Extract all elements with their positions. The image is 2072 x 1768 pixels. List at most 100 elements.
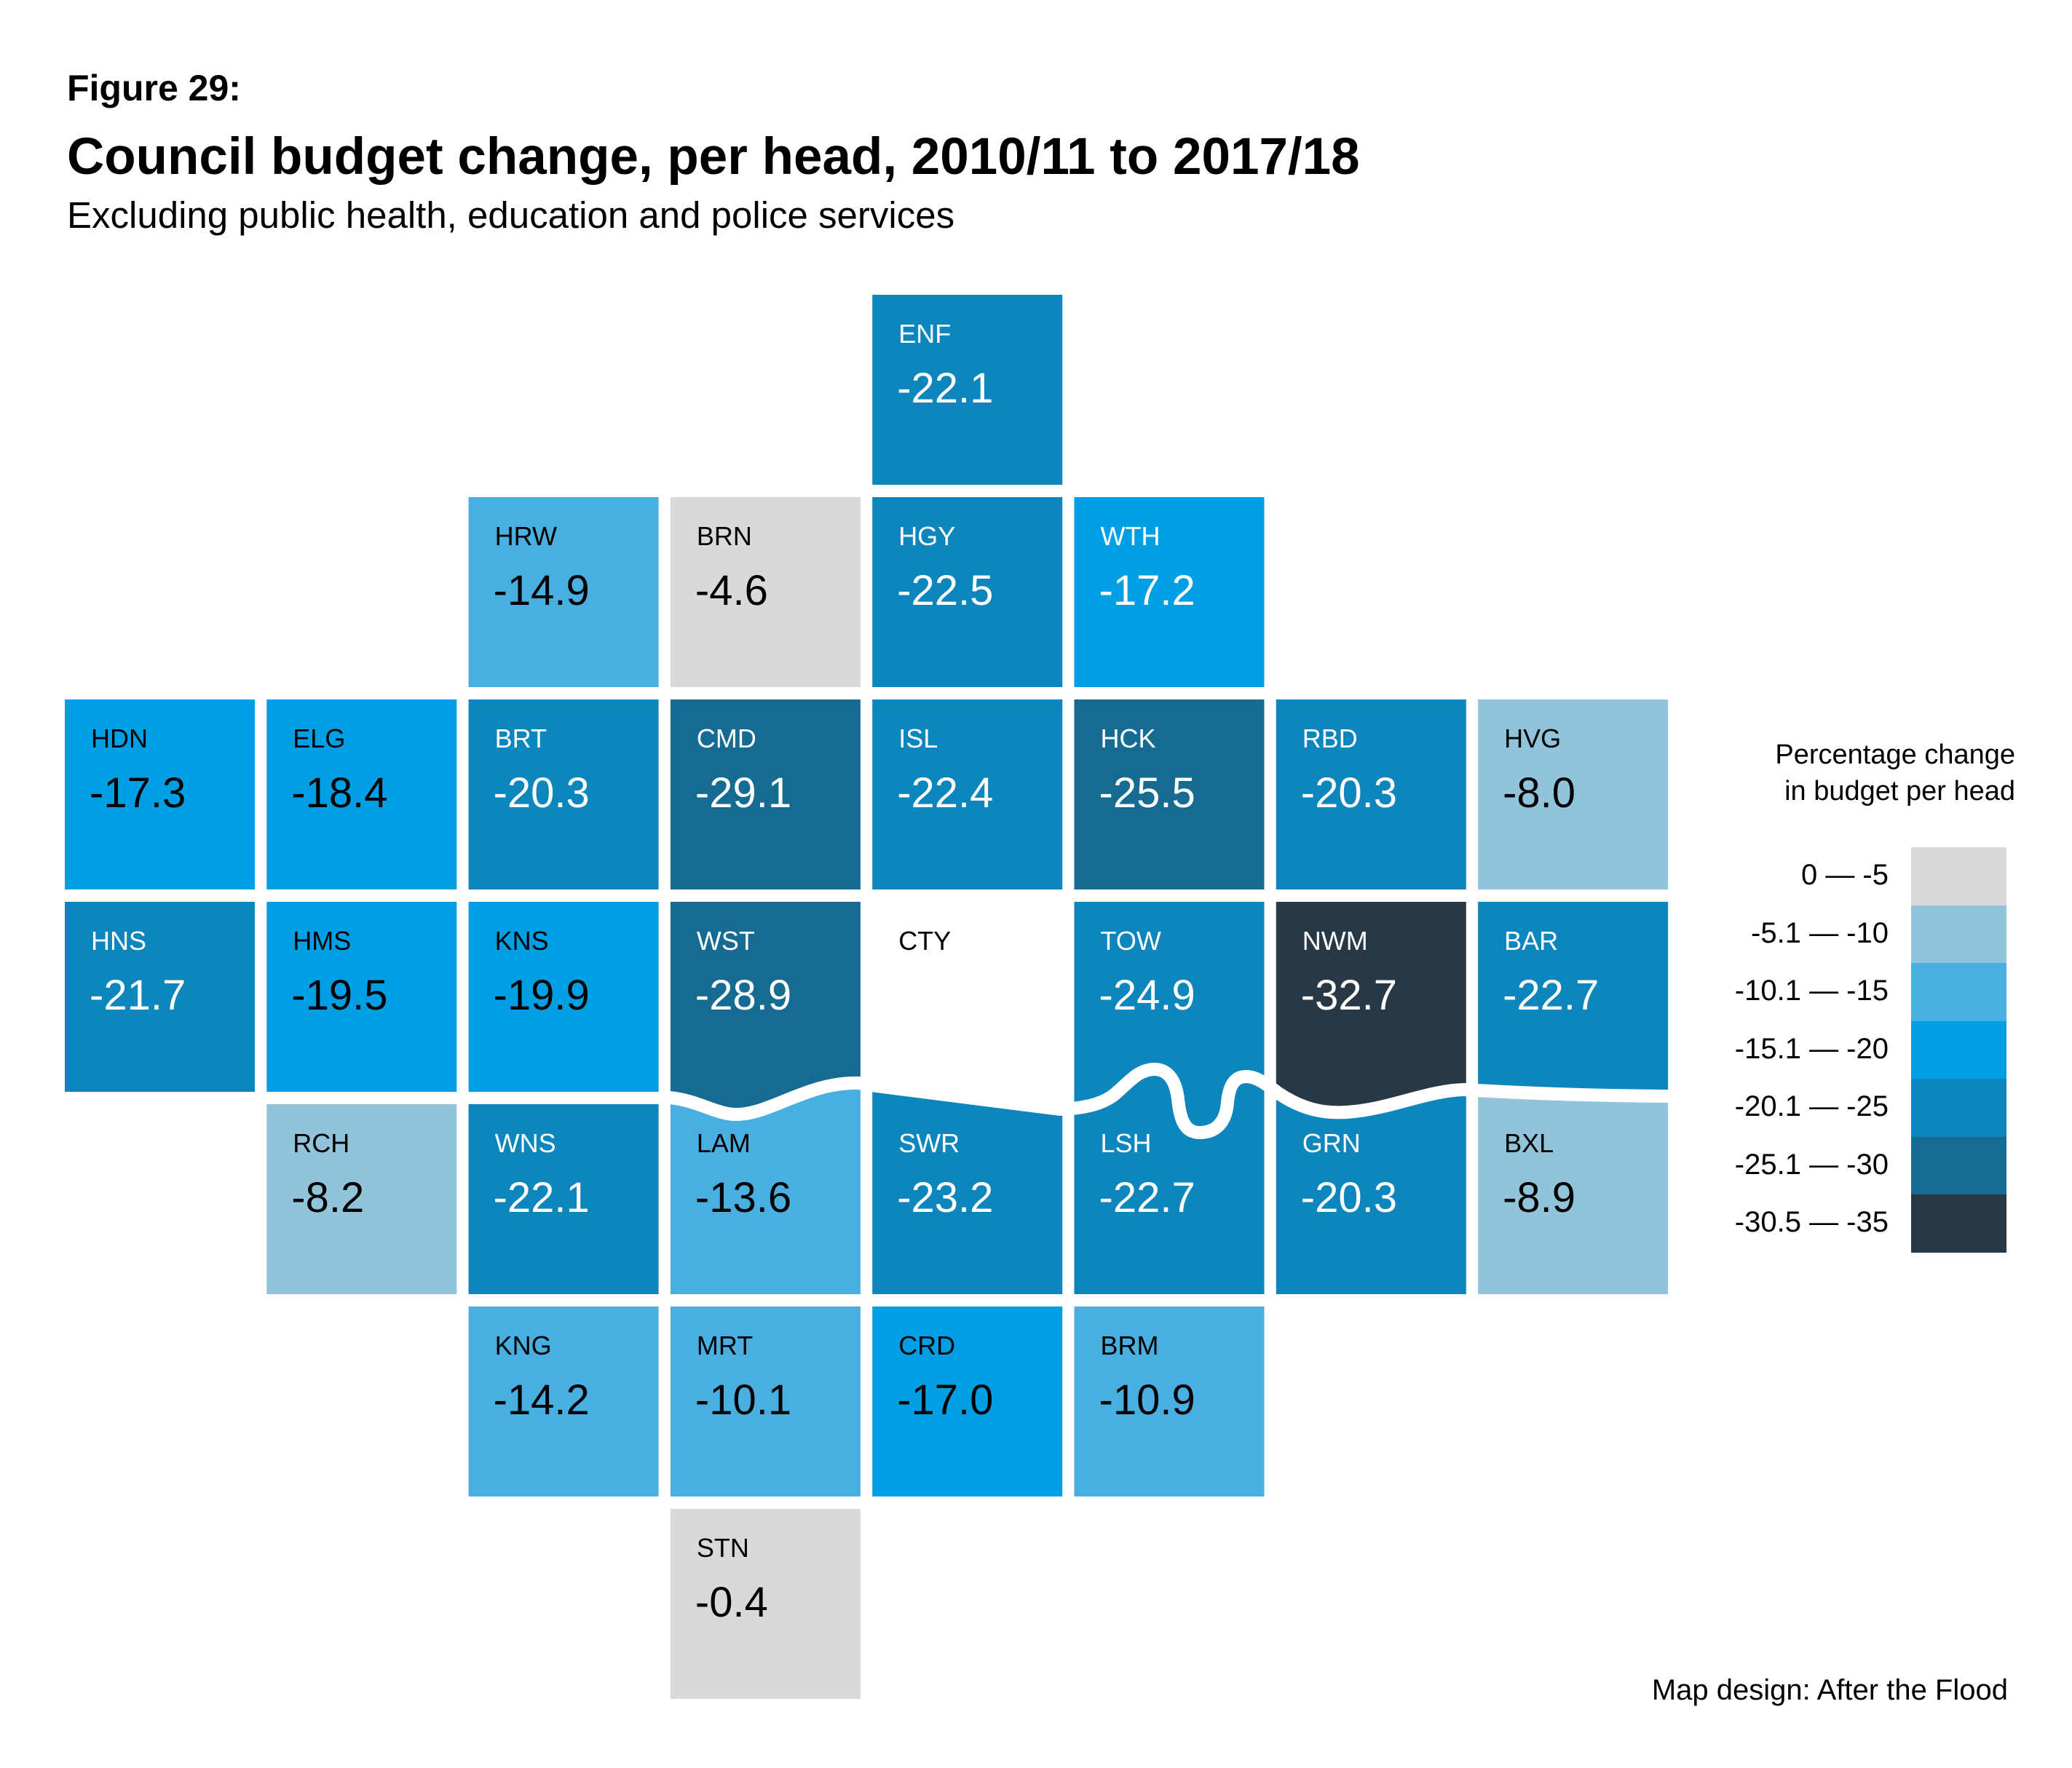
tile-value-label: -10.1 bbox=[695, 1376, 791, 1424]
tile-code-label: BRN bbox=[697, 521, 752, 551]
legend-band-label: -5.1 — -10 bbox=[1751, 916, 1889, 949]
tile-wth bbox=[1074, 497, 1265, 687]
tile-value-label: -13.6 bbox=[695, 1174, 791, 1221]
tile-code-label: HCK bbox=[1101, 724, 1156, 753]
tile-value-label: -23.2 bbox=[897, 1174, 993, 1221]
tile-value-label: -22.7 bbox=[1503, 972, 1599, 1019]
tile-code-label: NWM bbox=[1302, 926, 1368, 956]
tile-isl bbox=[872, 699, 1063, 889]
tile-code-label: HMS bbox=[293, 926, 351, 956]
tile-labels-layer: ENF -22.1 HRW -14.9 BRN -4.6 HGY -22.5 WTH -17.2 H… bbox=[90, 319, 1599, 1626]
tile-crd bbox=[872, 1307, 1063, 1497]
tile-mrt bbox=[670, 1307, 861, 1497]
tile-value-label: -19.5 bbox=[291, 972, 387, 1019]
tile-code-label: RCH bbox=[293, 1128, 349, 1158]
legend-title-line2: in budget per head bbox=[1784, 776, 2015, 806]
tile-code-label: WNS bbox=[495, 1128, 556, 1158]
tile-code-label: RBD bbox=[1302, 724, 1358, 753]
chart-title: Council budget change, per head, 2010/11… bbox=[67, 128, 1360, 186]
tile-code-label: LSH bbox=[1101, 1128, 1152, 1158]
tile-value-label: -18.4 bbox=[291, 769, 387, 817]
tile-code-label: WST bbox=[697, 926, 755, 956]
tile-code-label: HGY bbox=[898, 521, 955, 551]
legend-swatch bbox=[1911, 847, 2006, 905]
tile-value-label: -22.1 bbox=[494, 1174, 590, 1221]
tile-code-label: WTH bbox=[1101, 521, 1160, 551]
legend-swatch bbox=[1911, 1020, 2006, 1079]
legend-swatch bbox=[1911, 963, 2006, 1021]
tile-brt bbox=[468, 699, 659, 889]
tile-code-label: CMD bbox=[697, 724, 756, 753]
tile-code-label: HDN bbox=[91, 724, 148, 753]
legend-band-label: -30.5 — -35 bbox=[1734, 1206, 1889, 1238]
tile-hck bbox=[1074, 699, 1265, 889]
chart-subtitle: Excluding public health, education and p… bbox=[67, 194, 955, 236]
tile-value-label: -28.9 bbox=[695, 972, 791, 1019]
tile-value-label: -22.4 bbox=[897, 769, 993, 817]
tile-hdn bbox=[65, 699, 255, 889]
tile-value-label: -20.3 bbox=[1301, 769, 1397, 817]
legend-swatch bbox=[1911, 1136, 2006, 1195]
legend-band-label: 0 — -5 bbox=[1800, 859, 1889, 891]
tile-cmd bbox=[670, 699, 861, 889]
tile-value-label: -19.9 bbox=[494, 972, 590, 1019]
tile-value-label: -4.6 bbox=[695, 567, 768, 614]
tile-code-label: HRW bbox=[495, 521, 557, 551]
tile-value-label: -17.0 bbox=[897, 1376, 993, 1424]
tile-hrw bbox=[468, 497, 659, 687]
tile-wns bbox=[468, 1104, 659, 1294]
tile-hms bbox=[266, 902, 457, 1092]
tile-value-label: -8.9 bbox=[1503, 1174, 1575, 1221]
tile-elg bbox=[266, 699, 457, 889]
tile-code-label: MRT bbox=[697, 1331, 753, 1360]
tile-value-label: -20.3 bbox=[494, 769, 590, 817]
tile-code-label: HVG bbox=[1504, 724, 1561, 753]
figure-label: Figure 29: bbox=[67, 68, 241, 108]
tile-hgy bbox=[872, 497, 1063, 687]
tile-value-label: -22.1 bbox=[897, 365, 993, 412]
tile-value-label: -0.4 bbox=[695, 1579, 768, 1626]
tile-enf bbox=[872, 295, 1063, 485]
tile-code-label: BXL bbox=[1504, 1128, 1554, 1158]
tile-value-label: -32.7 bbox=[1301, 972, 1397, 1019]
tile-value-label: -17.3 bbox=[90, 769, 186, 817]
tile-code-label: HNS bbox=[91, 926, 146, 956]
legend-swatch bbox=[1911, 905, 2006, 964]
tile-value-label: -25.5 bbox=[1099, 769, 1195, 817]
tile-code-label: GRN bbox=[1302, 1128, 1361, 1158]
tile-stn bbox=[670, 1509, 861, 1699]
tile-value-label: -21.7 bbox=[90, 972, 186, 1019]
tile-code-label: BAR bbox=[1504, 926, 1558, 956]
tile-hvg bbox=[1478, 699, 1669, 889]
tile-brm bbox=[1074, 1307, 1265, 1497]
tile-code-label: CRD bbox=[898, 1331, 955, 1360]
tile-value-label: -8.2 bbox=[291, 1174, 364, 1221]
tiles-layer bbox=[65, 295, 1669, 1699]
tile-value-label: -24.9 bbox=[1099, 972, 1195, 1019]
legend-band-label: -15.1 — -20 bbox=[1734, 1032, 1889, 1065]
tile-value-label: -14.2 bbox=[494, 1376, 590, 1424]
legend-swatch bbox=[1911, 1079, 2006, 1137]
tile-kng bbox=[468, 1307, 659, 1497]
tile-rch bbox=[266, 1104, 457, 1294]
tile-brn bbox=[670, 497, 861, 687]
tile-code-label: KNS bbox=[495, 926, 549, 956]
legend-swatch bbox=[1911, 1194, 2006, 1253]
tile-code-label: CTY bbox=[898, 926, 951, 956]
tile-code-label: BRT bbox=[495, 724, 547, 753]
tile-code-label: ENF bbox=[898, 319, 951, 349]
legend-band-label: -25.1 — -30 bbox=[1734, 1148, 1889, 1181]
map-credit: Map design: After the Flood bbox=[1651, 1674, 2008, 1706]
legend-title-line1: Percentage change bbox=[1775, 740, 2015, 770]
tile-code-label: TOW bbox=[1101, 926, 1161, 956]
tile-kns bbox=[468, 902, 659, 1092]
tile-value-label: -10.9 bbox=[1099, 1376, 1195, 1424]
tile-value-label: -14.9 bbox=[494, 567, 590, 614]
river-thames bbox=[663, 1063, 1674, 1139]
legend-band-label: -20.1 — -25 bbox=[1734, 1090, 1889, 1122]
tile-value-label: -17.2 bbox=[1099, 567, 1195, 614]
tile-hns bbox=[65, 902, 255, 1092]
tile-value-label: -29.1 bbox=[695, 769, 791, 817]
tile-value-label: -8.0 bbox=[1503, 769, 1575, 817]
